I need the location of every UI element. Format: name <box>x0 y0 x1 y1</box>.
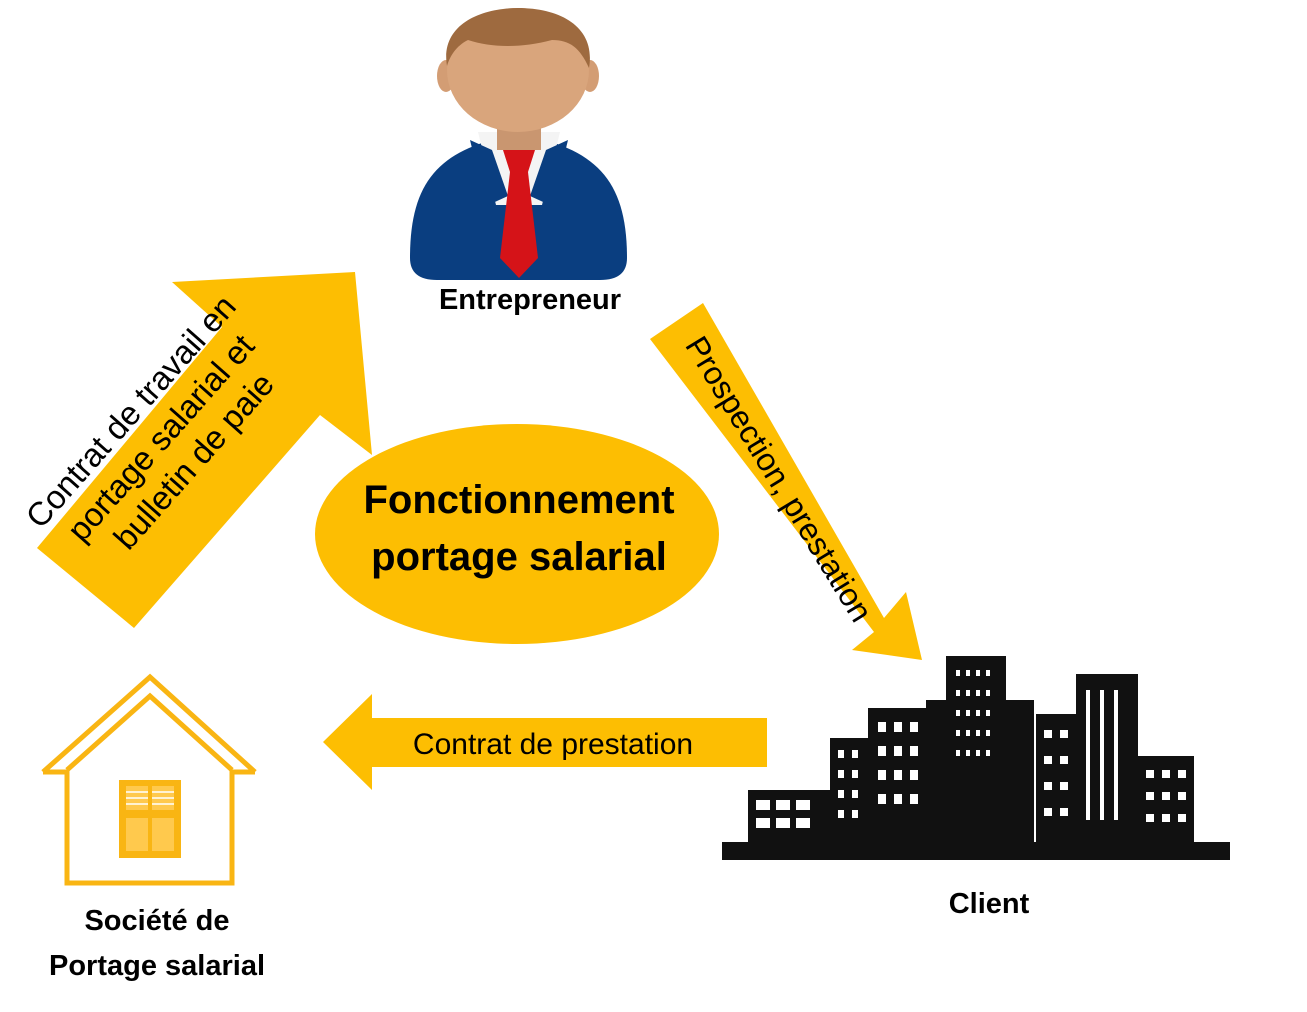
center-ellipse: Fonctionnement portage salarial <box>315 424 719 644</box>
city-buildings-icon <box>722 656 1230 860</box>
prospection-arrow-shape <box>650 303 922 660</box>
entrepreneur-label: Entrepreneur <box>439 284 621 316</box>
center-title-line1: Fonctionnement <box>363 478 674 522</box>
societe-label-line2: Portage salarial <box>49 950 265 982</box>
businessman-icon <box>410 8 627 280</box>
contrat-prestation-label: Contrat de prestation <box>413 728 693 761</box>
center-title-line2: portage salarial <box>371 535 667 579</box>
contrat-prestation-arrow: Contrat de prestation <box>323 694 767 790</box>
prospection-label: Prospection, prestation <box>678 330 879 628</box>
client-label: Client <box>949 888 1030 920</box>
societe-label-line1: Société de <box>84 905 229 937</box>
house-icon <box>41 673 257 886</box>
contrat-travail-arrow-shape <box>37 272 372 628</box>
contrat-prestation-arrow-shape <box>323 694 767 790</box>
center-ellipse-shape <box>315 424 719 644</box>
shutter-window-icon <box>119 780 181 858</box>
contrat-travail-arrow: Contrat de travail en portage salarial e… <box>18 272 372 628</box>
